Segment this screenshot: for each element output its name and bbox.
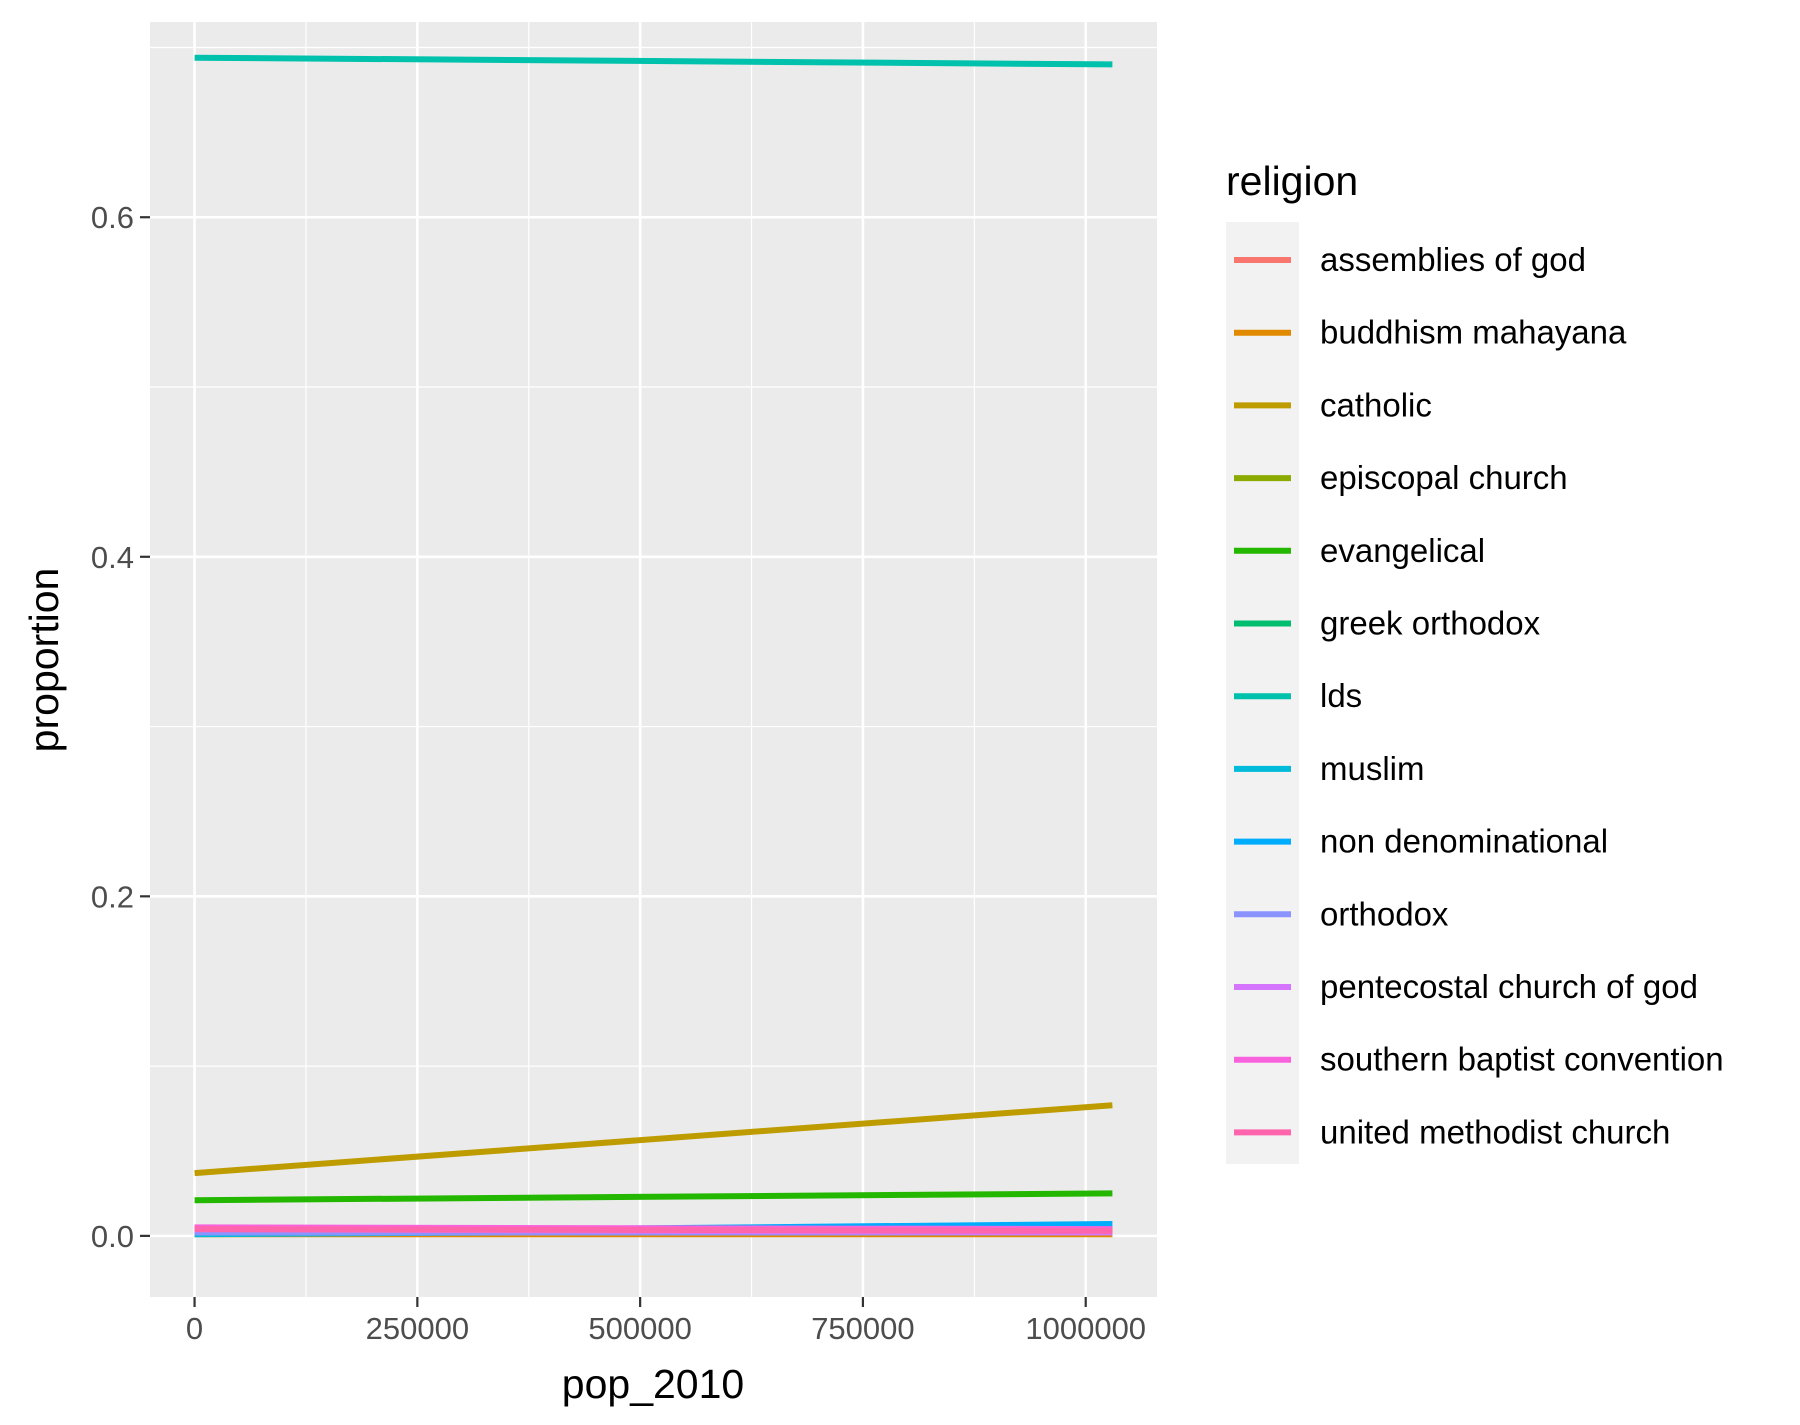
x-axis: 0 250000 500000 750000 1000000 <box>186 1297 1146 1346</box>
x-tick-label: 750000 <box>811 1311 914 1346</box>
x-axis-title: pop_2010 <box>562 1361 744 1407</box>
legend-label: pentecostal church of god <box>1320 968 1698 1005</box>
x-tick-label: 500000 <box>588 1311 691 1346</box>
legend-label: southern baptist convention <box>1320 1041 1724 1078</box>
series-lines <box>194 54 1113 1238</box>
legend-label: evangelical <box>1320 532 1485 569</box>
legend-key-background <box>1226 222 1299 1164</box>
legend-label: buddhism mahayana <box>1320 314 1627 351</box>
x-tick-label: 1000000 <box>1025 1311 1146 1346</box>
y-tick-label: 0.4 <box>91 540 134 575</box>
x-tick-label: 0 <box>186 1311 203 1346</box>
legend-title: religion <box>1226 158 1358 204</box>
legend-label: assemblies of god <box>1320 241 1586 278</box>
y-axis-title: proportion <box>21 568 67 753</box>
legend-label: non denominational <box>1320 823 1608 860</box>
x-tick-label: 250000 <box>366 1311 469 1346</box>
legend-label: episcopal church <box>1320 459 1568 496</box>
y-axis: 0.0 0.2 0.4 0.6 <box>91 200 150 1254</box>
series-line-united-methodist-church <box>194 1226 1113 1234</box>
legend-label: greek orthodox <box>1320 605 1541 642</box>
legend-label: lds <box>1320 677 1362 714</box>
legend: religion assemblies of god buddhism mahay… <box>1226 158 1724 1164</box>
legend-label: muslim <box>1320 750 1425 787</box>
y-tick-label: 0.2 <box>91 879 134 914</box>
panel-background <box>150 22 1157 1297</box>
y-tick-label: 0.6 <box>91 200 134 235</box>
legend-label: catholic <box>1320 386 1432 423</box>
legend-label: united methodist church <box>1320 1113 1670 1150</box>
y-tick-label: 0.0 <box>91 1219 134 1254</box>
legend-items: assemblies of god buddhism mahayana cathol… <box>1234 241 1724 1150</box>
grid-minor <box>150 22 1157 1297</box>
series-line-evangelical <box>194 1190 1113 1204</box>
series-line-catholic <box>194 1102 1113 1177</box>
series-line-lds <box>194 54 1113 68</box>
legend-label: orthodox <box>1320 895 1449 932</box>
